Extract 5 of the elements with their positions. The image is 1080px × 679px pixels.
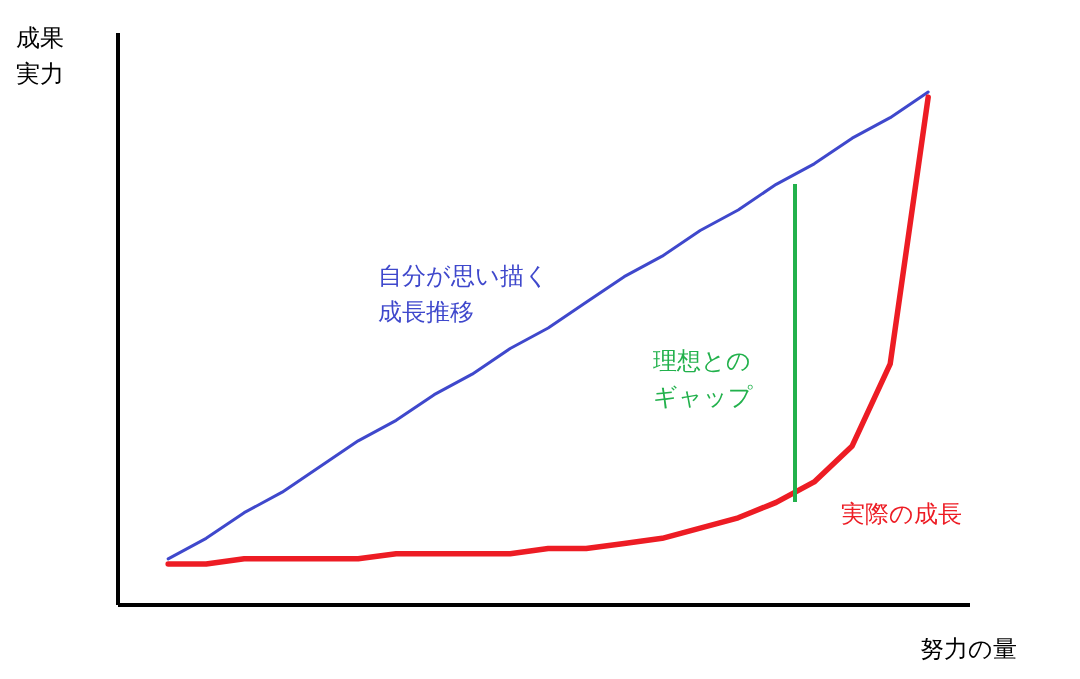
y-axis-title: 成果実力 — [16, 23, 65, 90]
annotation: 理想とのギャップ — [653, 346, 754, 413]
x-axis-title: 努力の量 — [920, 634, 1017, 665]
series-label: 実際の成長 — [841, 499, 963, 530]
series-label: 自分が思い描く成長推移 — [378, 261, 550, 328]
